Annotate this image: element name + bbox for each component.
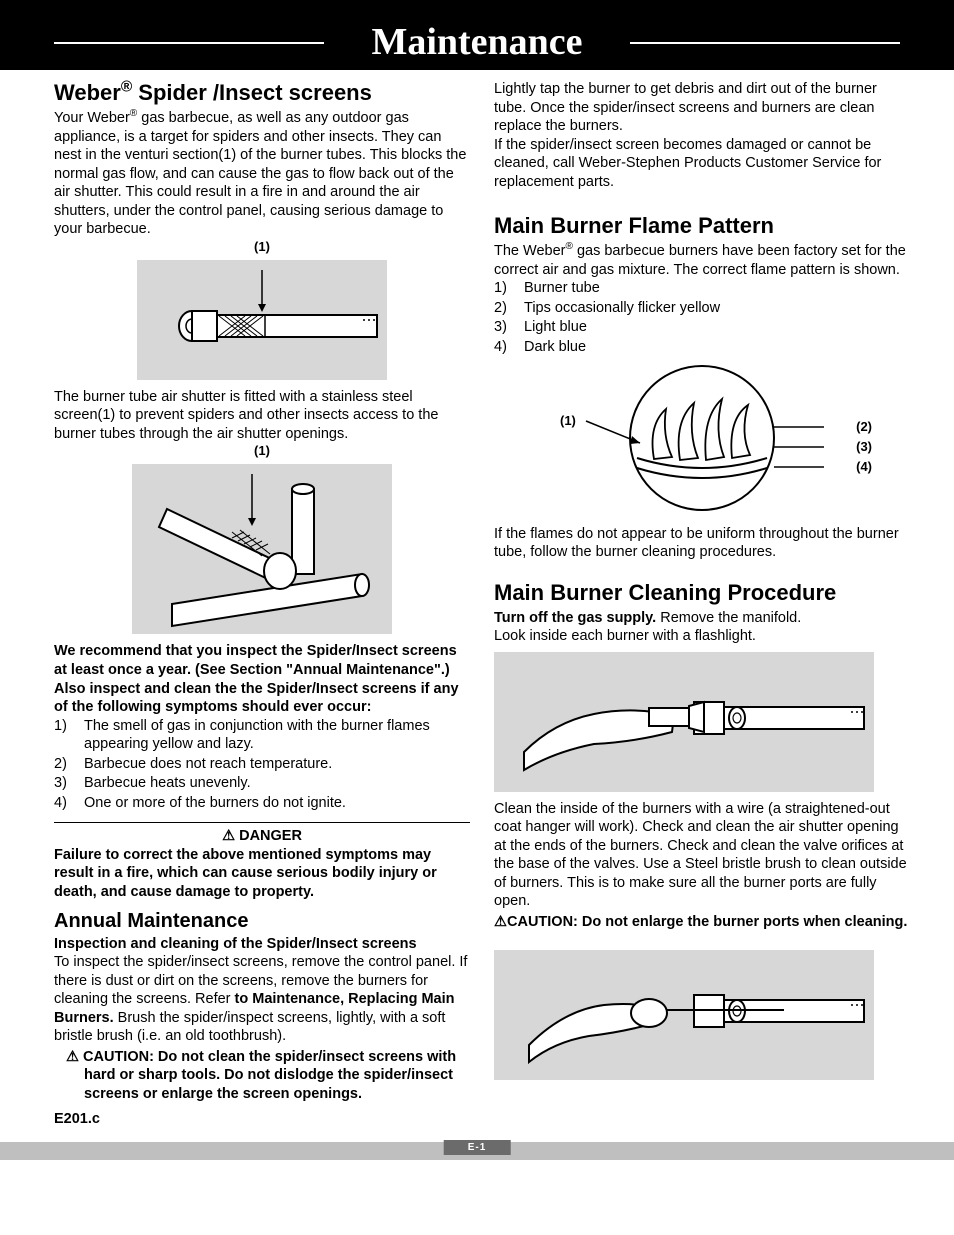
figure-wire-cleaning: [494, 950, 874, 1080]
damaged-screen-paragraph: If the spider/insect screen becomes dama…: [494, 136, 910, 192]
header-band: Maintenance: [0, 0, 954, 70]
num: 1): [494, 279, 524, 298]
caution-2: ⚠CAUTION: Do not enlarge the burner port…: [494, 913, 910, 932]
warning-icon: ⚠: [66, 1049, 79, 1065]
figure-1-label: (1): [54, 239, 470, 254]
caution-1: ⚠ CAUTION: Do not clean the spider/insec…: [54, 1048, 470, 1104]
figure-burner-tube: [137, 260, 387, 380]
flashlight-paragraph: Look inside each burner with a flashligh…: [494, 627, 910, 646]
turn-off-paragraph: Turn off the gas supply. Remove the mani…: [494, 609, 910, 628]
caution2-text: CAUTION: Do not enlarge the burner ports…: [507, 914, 907, 930]
h1-post: Spider /Insect screens: [132, 80, 372, 105]
h1-pre: Weber: [54, 80, 121, 105]
p1-pre: Your Weber: [54, 110, 130, 126]
warning-icon: ⚠: [494, 914, 507, 930]
list-item: 1)The smell of gas in conjunction with t…: [54, 717, 470, 754]
text: Tips occasionally flicker yellow: [524, 300, 720, 316]
footer-bar: E-1: [0, 1142, 954, 1160]
danger-heading: ⚠ DANGER: [54, 827, 470, 846]
danger-word: DANGER: [235, 828, 302, 844]
flame-legend-list: 1)Burner tube 2)Tips occasionally flicke…: [494, 279, 910, 356]
num: 3): [54, 774, 84, 793]
p3-rest: Remove the manifold.: [656, 610, 801, 626]
recommendation-bold: We recommend that you inspect the Spider…: [54, 642, 470, 716]
clean-inside-paragraph: Clean the inside of the burners with a w…: [494, 800, 910, 911]
figure-2-wrapper: (1): [54, 443, 470, 634]
left-column: Weber® Spider /Insect screens Your Weber…: [54, 80, 470, 1128]
num: 2): [54, 755, 84, 774]
text: The smell of gas in conjunction with the…: [84, 718, 430, 753]
list-item: 1)Burner tube: [494, 279, 910, 298]
num: 2): [494, 299, 524, 318]
text: Light blue: [524, 319, 587, 335]
caution1-text: CAUTION: Do not clean the spider/insect …: [79, 1049, 456, 1102]
heading-spider-screens: Weber® Spider /Insect screens: [54, 80, 470, 106]
annual-p1c: Brush the spider/inspect screens, lightl…: [54, 1010, 445, 1045]
text: One or more of the burners do not ignite…: [84, 795, 346, 811]
symptoms-list: 1)The smell of gas in conjunction with t…: [54, 717, 470, 813]
text: Dark blue: [524, 339, 586, 355]
callout-2: (2): [856, 419, 872, 434]
p1-post: gas barbecue, as well as any outdoor gas…: [54, 110, 466, 237]
list-item: 4)Dark blue: [494, 338, 910, 357]
tap-burner-paragraph: Lightly tap the burner to get debris and…: [494, 80, 910, 136]
flame-intro-paragraph: The Weber® gas barbecue burners have bee…: [494, 242, 910, 279]
figure-1-wrapper: (1): [54, 239, 470, 380]
flame-diagram: [562, 363, 842, 513]
p3-bold: Turn off the gas supply.: [494, 610, 656, 626]
figure-flashlight: [494, 652, 874, 792]
danger-body: Failure to correct the above mentioned s…: [54, 846, 470, 902]
p1-pre: The Weber: [494, 243, 565, 259]
h1-reg: ®: [121, 79, 132, 96]
text: Burner tube: [524, 280, 600, 296]
num: 3): [494, 318, 524, 337]
list-item: 3)Light blue: [494, 318, 910, 337]
num: 1): [54, 717, 84, 736]
p1-reg: ®: [565, 241, 572, 252]
page-title: Maintenance: [371, 20, 582, 64]
figure-air-shutter: [132, 464, 392, 634]
page-body: Weber® Spider /Insect screens Your Weber…: [0, 70, 954, 1128]
figure-flame-pattern: (1) (2) (3) (4): [562, 363, 842, 513]
figure-2-label: (1): [54, 443, 470, 458]
callout-4: (4): [856, 459, 872, 474]
list-item: 2)Barbecue does not reach temperature.: [54, 755, 470, 774]
callout-1: (1): [560, 413, 576, 428]
num: 4): [494, 338, 524, 357]
heading-annual-maintenance: Annual Maintenance: [54, 910, 470, 933]
document-code: E201.c: [54, 1110, 470, 1129]
list-item: 2)Tips occasionally flicker yellow: [494, 299, 910, 318]
annual-bold: Inspection and cleaning of the Spider/In…: [54, 936, 417, 952]
air-shutter-paragraph: The burner tube air shutter is fitted wi…: [54, 388, 470, 444]
text: Barbecue does not reach temperature.: [84, 756, 332, 772]
right-column: Lightly tap the burner to get debris and…: [494, 80, 910, 1128]
heading-flame-pattern: Main Burner Flame Pattern: [494, 213, 910, 239]
list-item: 4)One or more of the burners do not igni…: [54, 794, 470, 813]
warning-icon: ⚠: [222, 828, 235, 844]
callout-3: (3): [856, 439, 872, 454]
uniform-flame-paragraph: If the flames do not appear to be unifor…: [494, 525, 910, 562]
annual-paragraph: Inspection and cleaning of the Spider/In…: [54, 935, 470, 1046]
text: Barbecue heats unevenly.: [84, 775, 251, 791]
list-item: 3)Barbecue heats unevenly.: [54, 774, 470, 793]
num: 4): [54, 794, 84, 813]
danger-box: ⚠ DANGER Failure to correct the above me…: [54, 822, 470, 901]
intro-paragraph: Your Weber® gas barbecue, as well as any…: [54, 109, 470, 239]
heading-cleaning-procedure: Main Burner Cleaning Procedure: [494, 580, 910, 606]
page-number: E-1: [444, 1140, 511, 1155]
